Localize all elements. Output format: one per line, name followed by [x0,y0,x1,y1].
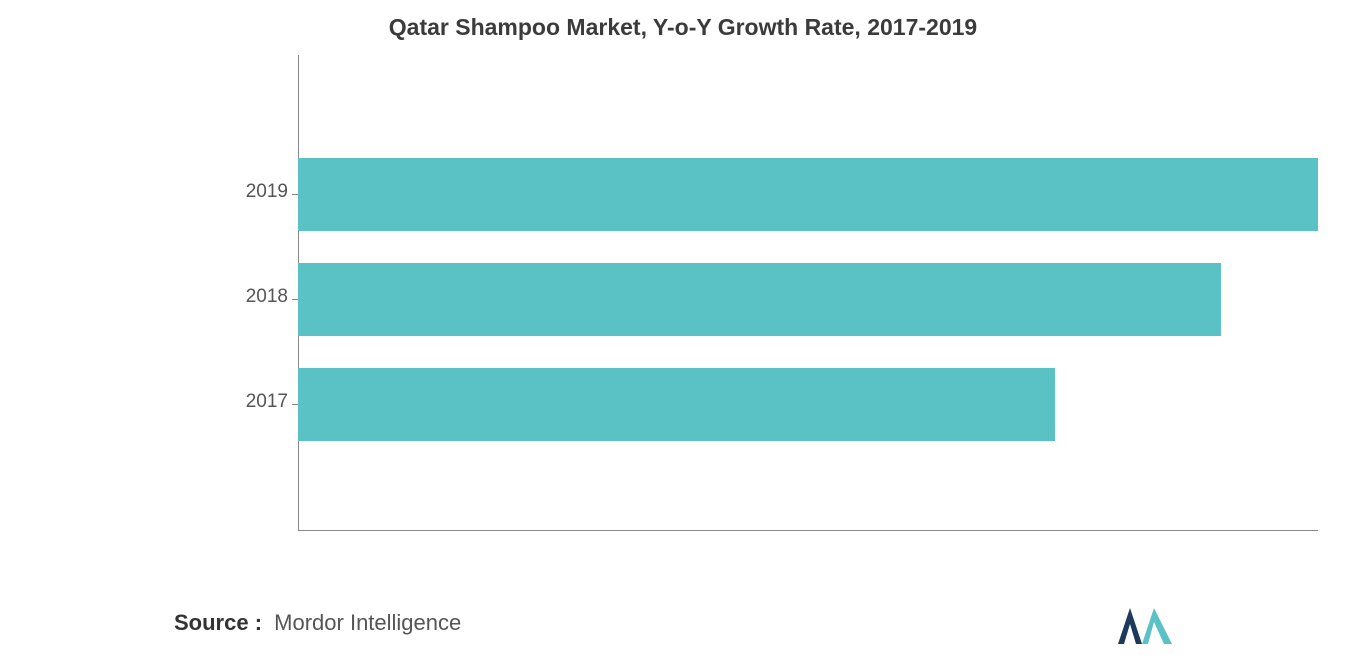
y-label-2017: 2017 [0,391,288,413]
y-label-2019: 2019 [0,181,288,203]
x-axis-line [298,530,1318,531]
y-tick-2019 [292,194,298,195]
bar-2019 [298,158,1318,231]
source-line: Source : Mordor Intelligence [174,610,461,636]
source-label: Source : [174,610,262,635]
logo-shape-teal [1142,608,1172,644]
y-tick-2017 [292,404,298,405]
source-text: Mordor Intelligence [274,610,461,635]
chart-title: Qatar Shampoo Market, Y-o-Y Growth Rate,… [0,0,1366,41]
y-tick-2018 [292,299,298,300]
brand-logo [1118,604,1172,644]
y-label-2018: 2018 [0,286,288,308]
bar-2017 [298,368,1055,441]
logo-shape-dark [1118,608,1142,644]
bar-2018 [298,263,1221,336]
chart-container: Qatar Shampoo Market, Y-o-Y Growth Rate,… [0,0,1366,655]
